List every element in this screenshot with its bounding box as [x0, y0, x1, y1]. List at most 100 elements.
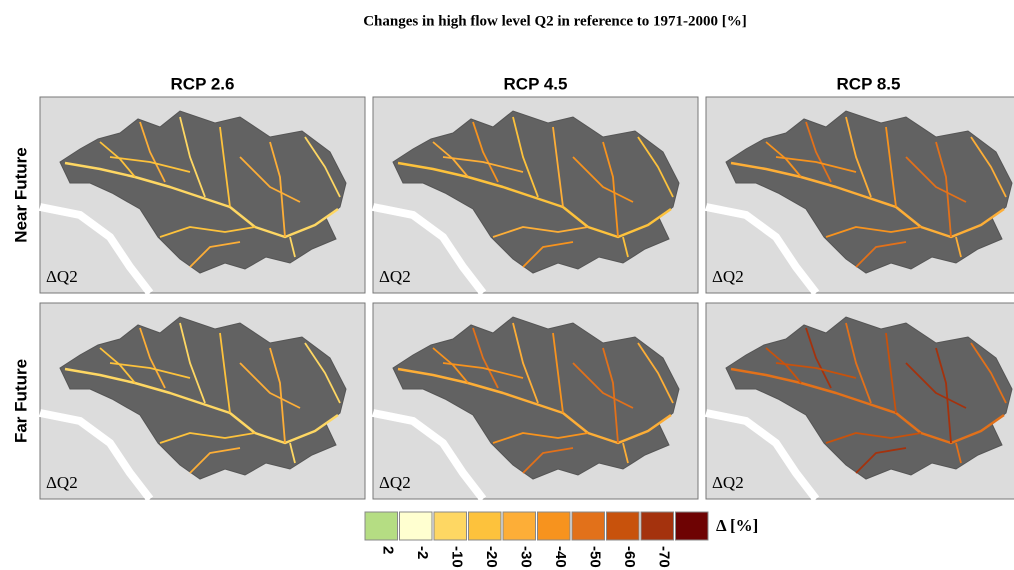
- river: [885, 126, 897, 208]
- river: [269, 141, 286, 238]
- coastline: [372, 203, 487, 296]
- river: [522, 447, 574, 474]
- river: [109, 156, 191, 173]
- river: [775, 156, 857, 173]
- river: [492, 226, 589, 238]
- river: [397, 161, 672, 239]
- river: [622, 442, 629, 464]
- legend-label: 2: [380, 546, 397, 554]
- river: [219, 126, 231, 208]
- river: [179, 116, 206, 198]
- river: [269, 347, 286, 444]
- river: [442, 156, 524, 173]
- map-panel: ΔQ2: [705, 302, 1014, 502]
- coastline: [372, 409, 487, 502]
- river: [139, 327, 166, 389]
- river: [885, 332, 897, 414]
- river: [730, 161, 1005, 239]
- legend-swatch: [640, 511, 674, 541]
- river: [970, 342, 1007, 404]
- title: Changes in high flow level Q2 in referen…: [363, 13, 747, 29]
- river: [442, 362, 524, 379]
- coastline: [705, 409, 820, 502]
- river: [552, 126, 564, 208]
- legend-swatch: [399, 511, 433, 541]
- river: [825, 226, 922, 238]
- river: [289, 442, 296, 464]
- river: [845, 116, 872, 198]
- river: [109, 362, 191, 379]
- river: [602, 347, 619, 444]
- legend-swatch: [433, 511, 467, 541]
- legend-swatch: [537, 511, 571, 541]
- panel-label: ΔQ2: [712, 267, 744, 286]
- river: [905, 362, 967, 409]
- river: [512, 116, 539, 198]
- river: [905, 156, 967, 203]
- panel-label: ΔQ2: [712, 473, 744, 492]
- river: [935, 141, 952, 238]
- river: [572, 156, 634, 203]
- river: [955, 442, 962, 464]
- river: [622, 236, 629, 258]
- map-panel: ΔQ2: [705, 96, 1014, 296]
- map-panel: ΔQ2: [39, 96, 366, 296]
- river: [64, 367, 339, 445]
- legend-label: -20: [483, 546, 500, 568]
- river: [775, 362, 857, 379]
- coastline: [705, 203, 820, 296]
- river: [159, 432, 256, 444]
- river: [637, 136, 674, 198]
- river: [522, 241, 574, 268]
- river: [159, 226, 256, 238]
- river: [805, 327, 832, 389]
- legend-label: -10: [449, 546, 466, 568]
- legend-swatch: [675, 511, 709, 541]
- river: [855, 447, 907, 474]
- column-header: RCP 8.5: [837, 74, 901, 93]
- river: [845, 322, 872, 404]
- legend-swatch: [571, 511, 605, 541]
- river: [239, 362, 301, 409]
- river: [239, 156, 301, 203]
- river: [492, 432, 589, 444]
- legend-label: -70: [656, 546, 673, 568]
- legend-label: -40: [552, 546, 569, 568]
- river: [637, 342, 674, 404]
- row-header: Near Future: [11, 147, 30, 242]
- legend-label: -60: [621, 546, 638, 568]
- river: [304, 136, 341, 198]
- map-panel: ΔQ2: [372, 302, 699, 502]
- legend-swatch: [364, 511, 398, 541]
- map-panel: ΔQ2: [39, 302, 366, 502]
- legend-label: -50: [587, 546, 604, 568]
- panel-label: ΔQ2: [46, 267, 78, 286]
- river: [397, 367, 672, 445]
- column-header: RCP 4.5: [504, 74, 568, 93]
- row-header: Far Future: [11, 359, 30, 443]
- legend-label: -2: [414, 546, 431, 559]
- river: [472, 121, 499, 183]
- coastline: [39, 409, 154, 502]
- legend-label: -30: [518, 546, 535, 568]
- panel-label: ΔQ2: [46, 473, 78, 492]
- river: [219, 332, 231, 414]
- river: [825, 432, 922, 444]
- river: [602, 141, 619, 238]
- panel-label: ΔQ2: [379, 267, 411, 286]
- column-header: RCP 2.6: [171, 74, 235, 93]
- legend-swatch: [606, 511, 640, 541]
- river: [189, 447, 241, 474]
- river: [730, 367, 1005, 445]
- river: [139, 121, 166, 183]
- river: [970, 136, 1007, 198]
- coastline: [39, 203, 154, 296]
- river: [189, 241, 241, 268]
- river: [64, 161, 339, 239]
- river: [552, 332, 564, 414]
- river: [955, 236, 962, 258]
- river: [855, 241, 907, 268]
- river: [304, 342, 341, 404]
- river: [572, 362, 634, 409]
